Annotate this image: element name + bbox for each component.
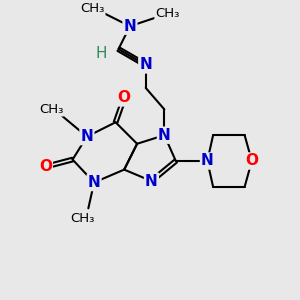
- Text: CH₃: CH₃: [70, 212, 95, 225]
- Text: CH₃: CH₃: [39, 103, 63, 116]
- Text: O: O: [39, 159, 52, 174]
- Text: CH₃: CH₃: [80, 2, 105, 16]
- Text: CH₃: CH₃: [155, 7, 179, 20]
- Text: N: N: [80, 129, 93, 144]
- Text: N: N: [124, 19, 136, 34]
- Text: N: N: [88, 175, 100, 190]
- Text: O: O: [118, 90, 131, 105]
- Text: H: H: [95, 46, 107, 61]
- Text: N: N: [139, 57, 152, 72]
- Text: O: O: [245, 154, 258, 169]
- Text: N: N: [145, 174, 158, 189]
- Text: N: N: [201, 154, 214, 169]
- Text: N: N: [158, 128, 171, 143]
